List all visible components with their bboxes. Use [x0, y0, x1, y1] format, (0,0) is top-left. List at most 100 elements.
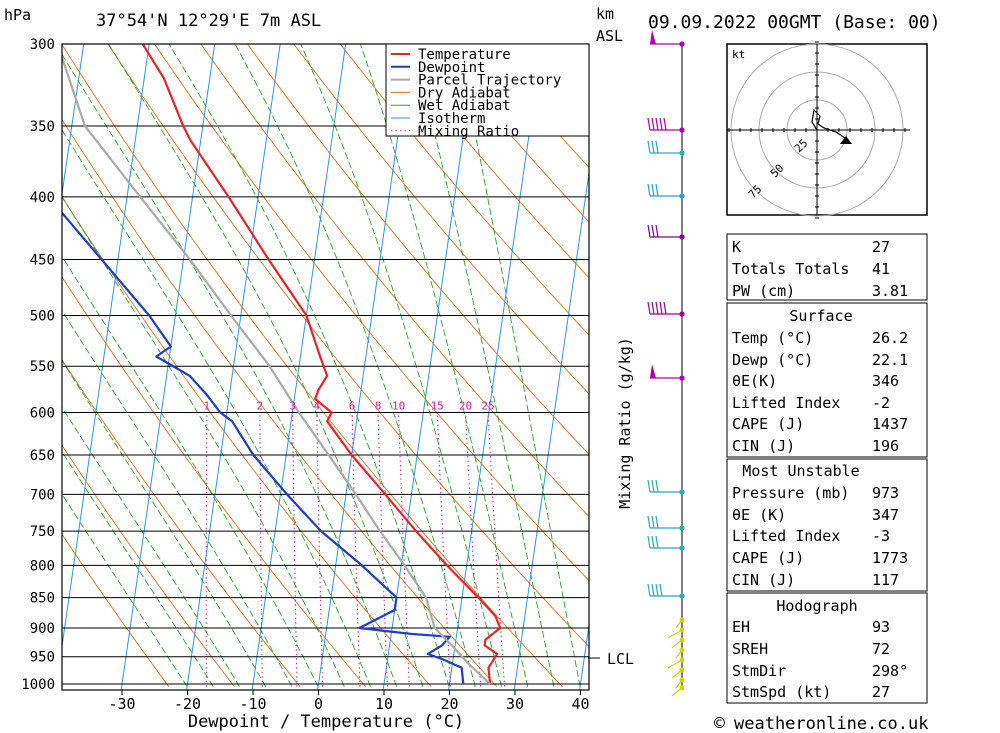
dry-adiabat-line	[293, 44, 589, 395]
wet-adiabats	[62, 44, 581, 687]
mixing-ratio-lines	[205, 412, 505, 687]
mu-cape-value: 1773	[872, 549, 908, 567]
wind-barb-flag	[647, 301, 651, 315]
dry-adiabat-line	[62, 276, 366, 687]
legend-wet-adiabat-label: Wet Adiabat	[418, 98, 511, 114]
mu-li-value: -3	[872, 527, 890, 545]
wind-barb-flag	[651, 535, 655, 549]
indices-box-hodograph	[726, 592, 928, 704]
wind-barb-flag	[651, 301, 655, 315]
wet-adiabat-line	[168, 44, 450, 687]
y-tick-label: 650	[30, 448, 55, 464]
x-tick-label: 10	[375, 695, 393, 713]
location-title: 37°54'N 12°29'E 7m ASL	[96, 11, 321, 31]
wet-adiabat-line	[62, 195, 345, 687]
legend-dry-adiabat-label: Dry Adiabat	[418, 85, 511, 101]
dry-adiabat-line	[62, 118, 498, 687]
isotherm-line	[513, 169, 589, 690]
mixing-ratio-line	[351, 412, 361, 687]
surface-title: Surface	[789, 307, 852, 325]
indices-box-general	[726, 233, 928, 301]
asl-unit-label: ASL	[596, 27, 623, 45]
dry-adiabat-line	[153, 44, 589, 582]
storm-motion-marker	[840, 136, 852, 144]
y-tick-label: 800	[30, 558, 55, 574]
x-tick-label: -10	[239, 695, 266, 713]
wind-barb-flag	[663, 301, 667, 315]
wind-level-dot	[679, 627, 685, 633]
wind-barb-flag	[655, 224, 659, 238]
mu-thetae-value: 347	[872, 506, 899, 524]
dry-adiabat-line	[62, 359, 301, 687]
hodograph: kt 25 50 75	[726, 41, 928, 219]
wind-barb-flag	[655, 535, 659, 549]
footer-site: weatheronline.co.uk	[734, 714, 928, 733]
isotherm-line	[120, 44, 216, 690]
pressure-axis: 300 350 400 450 500 550 600 650 700 750 800 850 900 9…	[21, 37, 55, 693]
wind-barb-flag	[647, 535, 651, 549]
x-tick-label: 30	[506, 695, 524, 713]
wet-adiabat-line	[300, 44, 502, 687]
wind-barb-flag	[651, 224, 655, 238]
y-tick-label: 750	[30, 524, 55, 540]
plot-frame	[61, 43, 590, 691]
y-tick-label: 700	[30, 487, 55, 503]
indices-box-surface	[726, 302, 928, 458]
wind-barb-flag	[651, 183, 655, 197]
pw-label: PW (cm)	[732, 282, 795, 300]
wind-barb-flag	[655, 140, 659, 154]
wind-barb-flag	[659, 301, 663, 315]
isotherm-line	[382, 44, 478, 690]
wind-level-dot	[679, 489, 685, 495]
k-label: K	[732, 238, 741, 256]
x-axis-label: Dewpoint / Temperature (°C)	[188, 712, 464, 732]
surface-thetae-label: θE(K)	[732, 372, 777, 390]
mixing-ratio-line	[292, 412, 298, 687]
wind-barb-flag	[663, 117, 667, 131]
mu-li-label: Lifted Index	[732, 527, 840, 545]
indices-box-most-unstable	[726, 458, 928, 592]
mixing-ratio-label: 15	[431, 400, 444, 413]
wind-barb-flag	[647, 140, 651, 154]
hodograph-indices-title: Hodograph	[776, 597, 857, 615]
mixing-ratio-labels: 1 2 3 4 6 8 10 15 20 25	[203, 400, 494, 413]
tt-label: Totals Totals	[732, 260, 849, 278]
y-tick-label: 600	[30, 406, 55, 422]
legend-box	[385, 43, 590, 137]
pressure-gridlines	[62, 44, 589, 685]
wind-barb-pennant	[650, 364, 656, 378]
wet-adiabat-line	[62, 129, 371, 687]
y-tick-label: 950	[30, 650, 55, 666]
stmdir-value: 298°	[872, 662, 908, 680]
wind-barb-flag	[651, 140, 655, 154]
sreh-value: 72	[872, 640, 890, 658]
temperature-line	[141, 44, 502, 685]
x-tick-label: -30	[108, 695, 135, 713]
wind-level-dot	[679, 150, 685, 156]
indices-panel: K 27 Totals Totals 41 PW (cm) 3.81 Surfa…	[726, 233, 928, 704]
wet-adiabat-line	[456, 44, 581, 687]
mixing-ratio-label: 8	[375, 400, 382, 413]
y-tick-label: 900	[30, 621, 55, 637]
wind-level-dot	[679, 617, 685, 623]
mixing-ratio-line	[487, 412, 505, 687]
dry-adiabat-line	[339, 44, 589, 336]
mu-thetae-label: θE (K)	[732, 506, 786, 524]
surface-temp-value: 26.2	[872, 329, 908, 347]
eh-label: EH	[732, 618, 750, 636]
surface-cape-value: 1437	[872, 415, 908, 433]
surface-dewp-value: 22.1	[872, 351, 908, 369]
dry-adiabat-line	[386, 44, 589, 279]
dry-adiabat-line	[62, 444, 235, 687]
wind-barb-flag	[651, 479, 655, 493]
copyright-symbol: ©	[714, 713, 725, 733]
x-tick-label: 0	[314, 695, 323, 713]
mixing-ratio-label: 6	[349, 400, 356, 413]
mixing-ratio-label: 1	[203, 400, 210, 413]
wind-barb-low-level	[667, 629, 683, 639]
mixing-ratio-line	[465, 412, 482, 687]
wind-barb-flag	[655, 479, 659, 493]
pw-value: 3.81	[872, 282, 908, 300]
wind-barb-flag	[659, 583, 663, 597]
